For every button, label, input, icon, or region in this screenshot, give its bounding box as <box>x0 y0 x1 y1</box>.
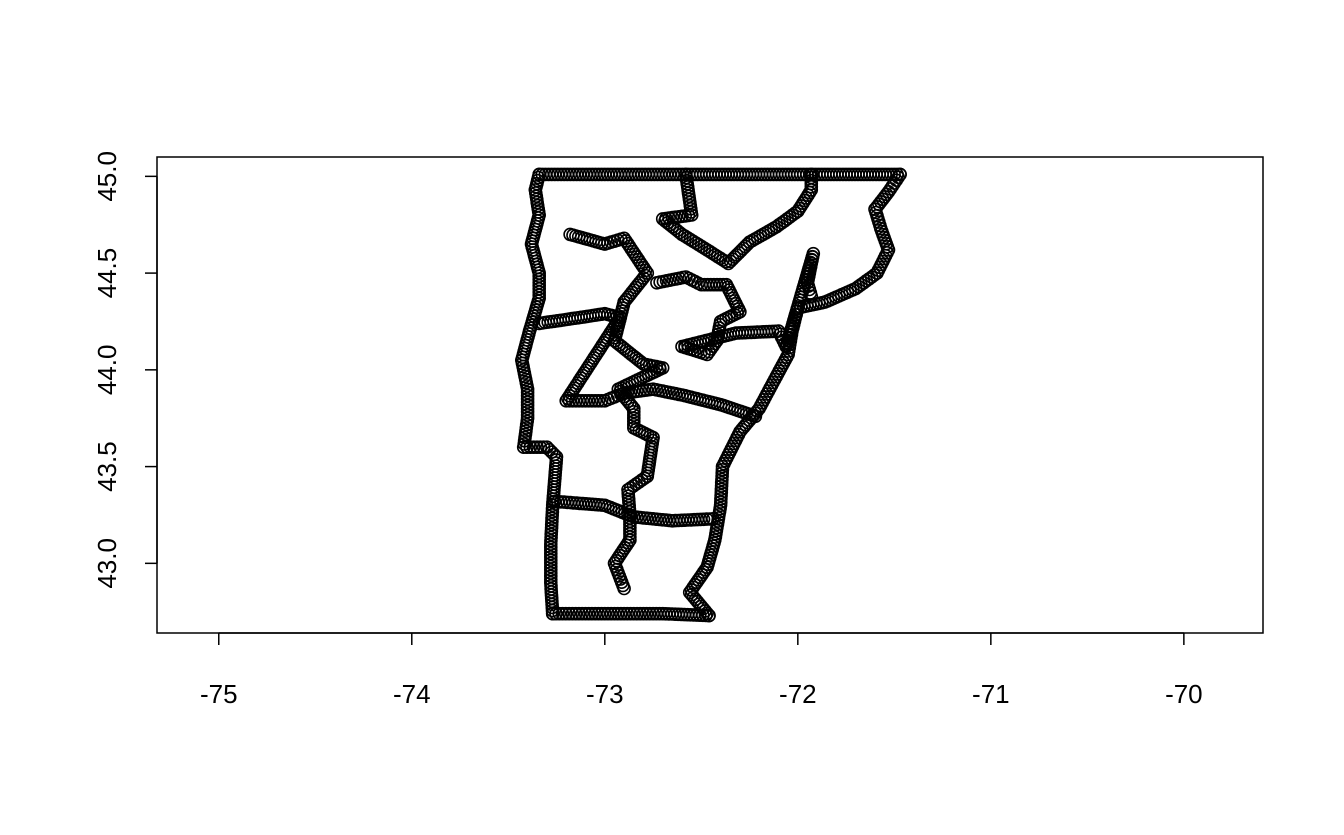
data-point <box>543 546 558 561</box>
data-point <box>520 440 534 455</box>
data-point <box>610 606 625 621</box>
data-point <box>520 388 535 403</box>
data-point <box>533 440 548 455</box>
data-point <box>549 450 564 464</box>
data-point <box>614 606 628 621</box>
data-point <box>636 606 651 621</box>
data-point <box>575 393 590 408</box>
data-point <box>588 393 603 408</box>
x-tick-label: -71 <box>972 679 1010 709</box>
data-point <box>591 606 606 621</box>
data-point <box>532 167 547 182</box>
data-point <box>530 440 544 455</box>
data-point <box>585 606 599 621</box>
data-point <box>536 440 551 455</box>
data-point <box>543 550 558 564</box>
data-point <box>581 393 596 408</box>
data-point <box>633 606 648 621</box>
data-point <box>626 606 641 621</box>
data-point <box>649 606 664 621</box>
data-point <box>565 606 580 621</box>
data-point <box>558 606 573 621</box>
data-point <box>655 606 670 621</box>
data-point <box>572 606 586 621</box>
data-point <box>540 440 554 455</box>
data-point <box>562 606 576 621</box>
data-point <box>585 393 599 408</box>
data-point <box>578 393 593 408</box>
data-points <box>514 167 907 623</box>
data-point <box>543 540 558 555</box>
data-point <box>543 572 558 587</box>
data-point <box>543 575 558 590</box>
data-point <box>617 581 631 596</box>
data-point <box>543 559 558 574</box>
x-tick-label: -75 <box>200 679 238 709</box>
data-point <box>575 606 590 621</box>
data-point <box>581 606 596 621</box>
y-axis: 43.0 43.5 44.0 44.5 45.0 <box>92 151 158 589</box>
data-point <box>559 393 574 408</box>
data-point <box>543 556 558 571</box>
data-point <box>543 569 558 584</box>
data-point <box>630 606 644 621</box>
data-point <box>568 606 583 621</box>
data-point <box>547 447 561 462</box>
data-point <box>520 404 535 419</box>
data-point <box>520 408 535 422</box>
data-point <box>646 606 660 621</box>
data-point <box>607 606 622 621</box>
data-point <box>597 606 612 621</box>
y-tick-label: 45.0 <box>92 151 122 202</box>
data-point <box>555 606 570 621</box>
data-point <box>706 511 720 526</box>
x-tick-label: -74 <box>393 679 431 709</box>
data-point <box>626 401 641 416</box>
data-point <box>588 606 603 621</box>
x-tick-label: -72 <box>779 679 817 709</box>
x-axis: -75 -74 -73 -72 -71 -70 <box>200 632 1203 709</box>
y-tick-label: 44.5 <box>92 248 122 299</box>
data-point <box>565 393 580 408</box>
y-tick-label: 43.5 <box>92 441 122 492</box>
data-point <box>520 395 535 409</box>
x-tick-label: -70 <box>1165 679 1203 709</box>
data-point <box>804 167 819 182</box>
data-point <box>804 289 819 304</box>
data-point <box>520 392 535 406</box>
data-point <box>652 606 667 621</box>
data-point <box>543 562 558 577</box>
x-tick-label: -73 <box>586 679 624 709</box>
data-point <box>626 408 641 422</box>
data-point <box>594 393 609 408</box>
data-point <box>543 543 558 558</box>
y-tick-label: 44.0 <box>92 345 122 396</box>
y-tick-label: 43.0 <box>92 538 122 589</box>
data-point <box>543 566 558 580</box>
data-point <box>572 393 586 408</box>
data-point <box>520 401 535 416</box>
data-point <box>626 404 641 419</box>
data-point <box>578 606 593 621</box>
data-point <box>526 440 541 455</box>
data-point <box>520 411 535 426</box>
data-point <box>748 409 763 424</box>
